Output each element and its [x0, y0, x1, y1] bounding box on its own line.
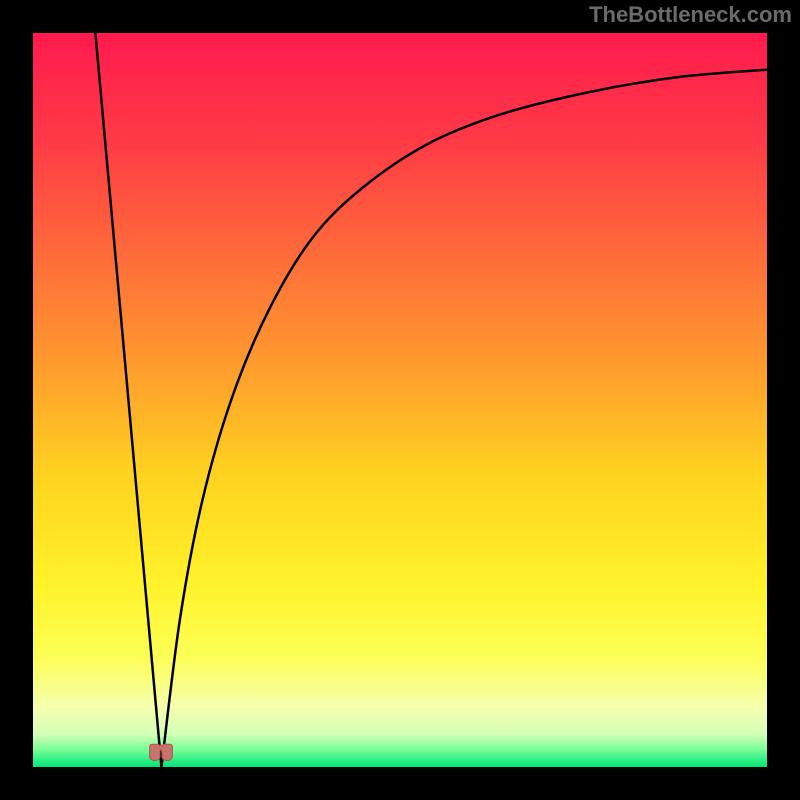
bottleneck-curve [33, 33, 767, 767]
marker-shape [150, 744, 173, 760]
watermark-text: TheBottleneck.com [589, 2, 792, 28]
minimum-marker [146, 743, 176, 769]
chart-container: TheBottleneck.com [0, 0, 800, 800]
plot-area [33, 33, 767, 767]
curve-path [95, 33, 767, 767]
